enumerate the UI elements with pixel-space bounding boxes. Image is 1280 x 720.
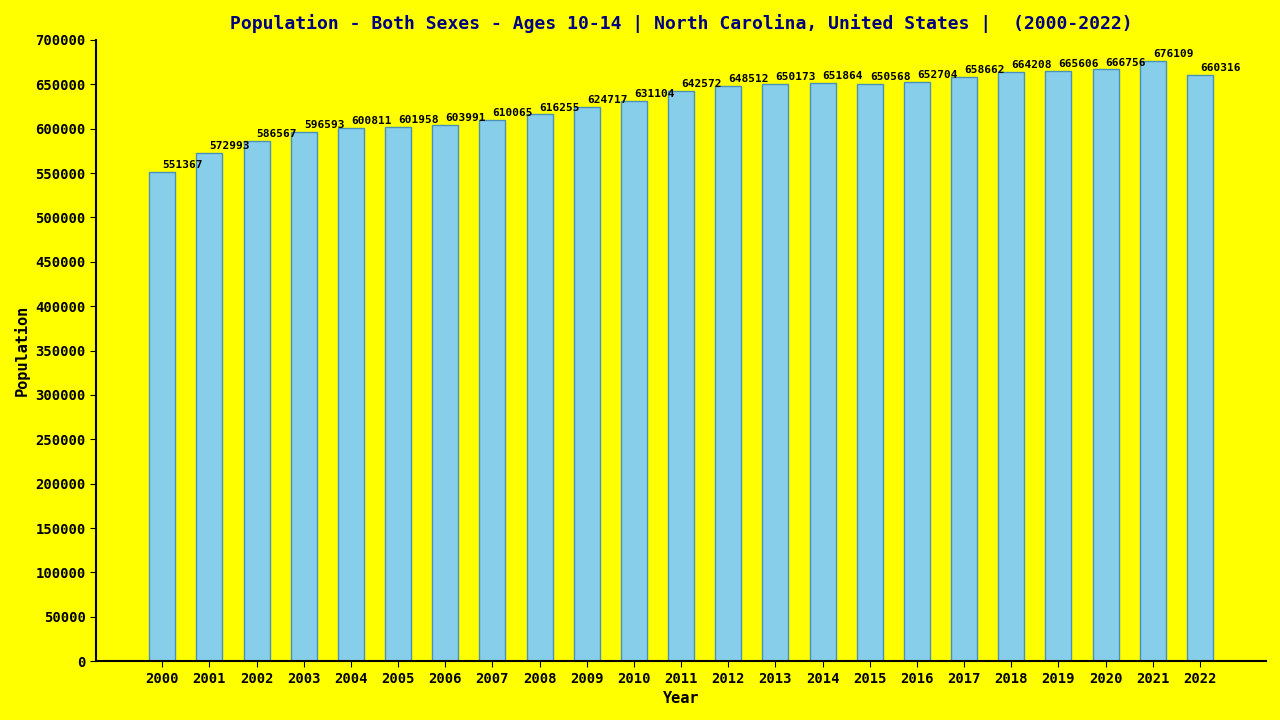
Bar	[810, 83, 836, 661]
Title: Population - Both Sexes - Ages 10-14 | North Carolina, United States |  (2000-20: Population - Both Sexes - Ages 10-14 | N…	[230, 14, 1133, 33]
Text: 610065: 610065	[493, 108, 532, 118]
Bar	[716, 86, 741, 661]
Text: 666756: 666756	[1106, 58, 1146, 68]
Text: 651864: 651864	[823, 71, 863, 81]
Bar	[433, 125, 458, 661]
Text: 624717: 624717	[586, 95, 627, 105]
Text: 631104: 631104	[634, 89, 675, 99]
Bar	[385, 127, 411, 661]
Text: 665606: 665606	[1059, 59, 1100, 68]
Bar	[621, 101, 646, 661]
Bar	[526, 114, 553, 661]
Bar	[243, 140, 270, 661]
Bar	[196, 153, 223, 661]
Bar	[998, 72, 1024, 661]
Text: 601958: 601958	[398, 115, 439, 125]
Text: 616255: 616255	[540, 102, 580, 112]
Bar	[150, 172, 175, 661]
Bar	[573, 107, 600, 661]
Bar	[668, 91, 694, 661]
Bar	[291, 132, 316, 661]
Bar	[904, 82, 931, 661]
Bar	[1046, 71, 1071, 661]
Text: 652704: 652704	[916, 70, 957, 80]
Text: 648512: 648512	[728, 74, 769, 84]
Bar	[480, 120, 506, 661]
Bar	[1093, 70, 1119, 661]
Text: 650173: 650173	[776, 73, 815, 82]
Text: 586567: 586567	[256, 129, 297, 139]
Bar	[856, 84, 883, 661]
Bar	[763, 84, 788, 661]
Text: 572993: 572993	[210, 141, 250, 151]
Text: 603991: 603991	[445, 114, 486, 123]
Text: 660316: 660316	[1199, 63, 1240, 73]
X-axis label: Year: Year	[663, 691, 699, 706]
Text: 642572: 642572	[681, 79, 722, 89]
Text: 596593: 596593	[303, 120, 344, 130]
Text: 664208: 664208	[1011, 60, 1052, 70]
Text: 658662: 658662	[964, 65, 1005, 75]
Text: 600811: 600811	[351, 116, 392, 126]
Bar	[1139, 61, 1166, 661]
Text: 551367: 551367	[163, 160, 202, 170]
Y-axis label: Population: Population	[14, 305, 29, 396]
Text: 650568: 650568	[870, 72, 910, 82]
Bar	[951, 76, 977, 661]
Bar	[338, 128, 364, 661]
Text: 676109: 676109	[1153, 50, 1193, 60]
Bar	[1187, 75, 1213, 661]
